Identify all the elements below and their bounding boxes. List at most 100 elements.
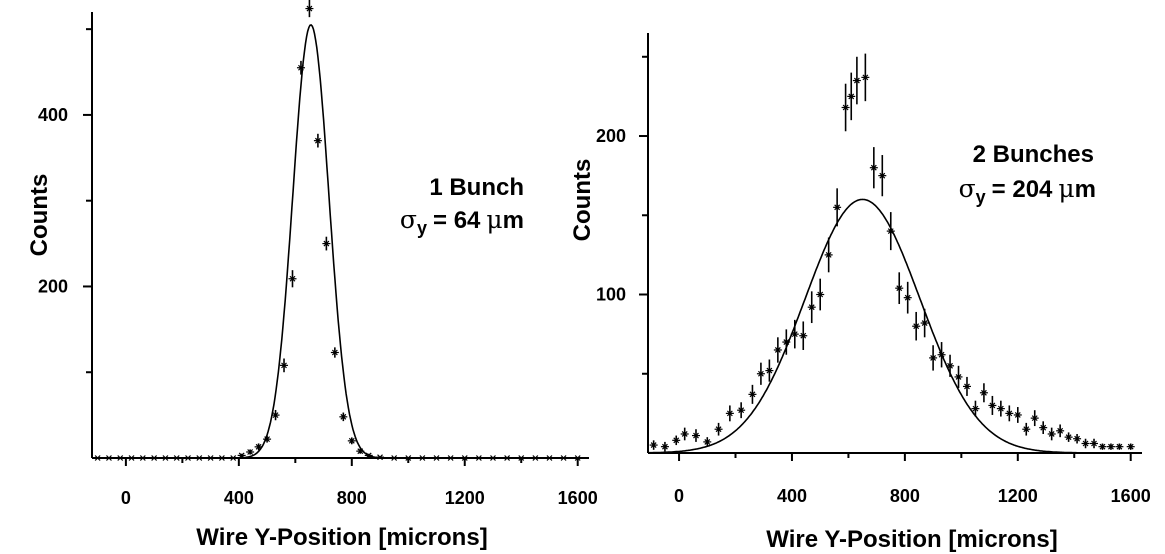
left-data-point — [150, 455, 159, 461]
left-x-axis-title: Wire Y-Position [microns] — [196, 524, 487, 551]
right-data-point — [979, 383, 988, 403]
right-data-point — [725, 405, 734, 422]
left-data-point — [288, 270, 297, 288]
right-x-tick-label: 800 — [890, 486, 920, 506]
left-data-point — [474, 455, 483, 461]
left-data-point — [322, 236, 331, 251]
right-data-point — [748, 384, 757, 404]
left-data-point — [460, 455, 469, 461]
right-data-point — [1115, 443, 1124, 450]
panel-1-bunch: 0 400 800 1200 1600 200 400 Wire Y-Position [m… — [26, 0, 598, 551]
right-data-point — [1090, 438, 1099, 449]
right-data-point — [680, 427, 689, 441]
left-data-point — [93, 455, 102, 461]
right-x-tick-label: 1200 — [998, 486, 1038, 506]
right-data-point — [962, 376, 971, 396]
right-annotation-line1: 2 Bunches — [973, 141, 1094, 168]
left-data-point — [531, 455, 540, 461]
right-x-axis-title: Wire Y-Position [microns] — [766, 526, 1057, 553]
right-data-point — [816, 278, 825, 311]
left-data-point — [559, 455, 568, 461]
left-data-point — [296, 60, 305, 75]
left-gaussian-fit — [92, 23, 589, 459]
right-data-point — [691, 429, 700, 442]
right-data-point — [790, 319, 799, 349]
right-ticks — [639, 55, 1132, 461]
right-y-tick-label: 100 — [596, 285, 626, 305]
right-data-point — [895, 272, 904, 305]
left-data-point — [545, 455, 554, 461]
left-annotation-sigma: σy = 64 μm — [400, 205, 524, 238]
right-data-point — [1022, 422, 1031, 436]
right-data-point — [782, 329, 791, 355]
left-data-point — [172, 455, 181, 461]
right-data-point — [920, 308, 929, 338]
left-data-point — [237, 452, 246, 459]
left-data-point — [254, 443, 263, 451]
left-annotation-line1: 1 Bunch — [429, 174, 524, 201]
right-data-point — [714, 422, 723, 436]
right-data-point — [912, 311, 921, 341]
right-x-tick-label: 400 — [777, 486, 807, 506]
left-data-point — [390, 455, 399, 461]
right-data-point — [988, 395, 997, 415]
left-data-point — [246, 449, 255, 455]
right-data-point — [929, 345, 938, 371]
left-data-point — [184, 455, 193, 461]
right-data-point — [996, 400, 1005, 417]
right-data-point — [649, 440, 658, 450]
right-data-point — [1013, 407, 1022, 423]
left-data-point — [206, 455, 215, 461]
left-x-tick-label: 800 — [337, 488, 367, 508]
right-tick-labels: 0 400 800 1200 1600 100 200 — [596, 126, 1151, 506]
right-data-point — [1098, 443, 1107, 450]
left-y-axis-title: Counts — [26, 174, 53, 257]
left-fit-curve — [92, 23, 589, 459]
left-data-point — [330, 347, 339, 358]
right-data-point — [1064, 432, 1073, 442]
right-data-point — [971, 400, 980, 417]
left-data-point — [116, 455, 125, 461]
right-data-point — [773, 337, 782, 363]
right-x-tick-label: 1600 — [1111, 486, 1151, 506]
left-x-tick-label: 0 — [121, 488, 131, 508]
right-x-tick-label: 0 — [674, 486, 684, 506]
right-data-point — [1030, 410, 1039, 427]
right-data-point — [807, 291, 816, 324]
right-data-point — [1081, 438, 1090, 449]
right-data-point — [878, 155, 887, 197]
right-data-point — [833, 188, 842, 227]
left-x-tick-label: 1600 — [558, 488, 598, 508]
right-data-point — [852, 56, 861, 105]
left-data-point — [356, 448, 365, 455]
right-data-point — [841, 83, 850, 132]
right-data-point — [1073, 433, 1082, 444]
right-data-point — [756, 362, 765, 385]
left-data-point — [271, 409, 280, 421]
right-data-point — [847, 72, 856, 121]
right-data-point — [660, 441, 669, 452]
right-data-point — [1047, 427, 1056, 441]
right-data-point — [672, 435, 681, 446]
left-data-point — [376, 454, 385, 461]
right-y-tick-label: 200 — [596, 126, 626, 146]
right-gaussian-fit — [647, 198, 1142, 454]
left-data-point — [364, 452, 373, 459]
left-data-point — [229, 455, 238, 461]
left-data-point — [313, 133, 322, 148]
left-x-tick-label: 1200 — [445, 488, 485, 508]
left-data-point — [432, 455, 441, 461]
right-data-point — [824, 237, 833, 273]
left-data-point — [573, 455, 582, 461]
left-data-point — [305, 0, 314, 18]
left-data-point — [263, 435, 272, 443]
right-data-point — [1056, 424, 1065, 438]
left-data-point — [104, 455, 113, 461]
right-data-point — [1126, 443, 1135, 450]
left-data-point — [280, 358, 289, 373]
left-data-point — [404, 455, 413, 461]
right-data-point — [1005, 405, 1014, 422]
right-data-point — [903, 281, 912, 314]
left-data-point — [503, 455, 512, 461]
